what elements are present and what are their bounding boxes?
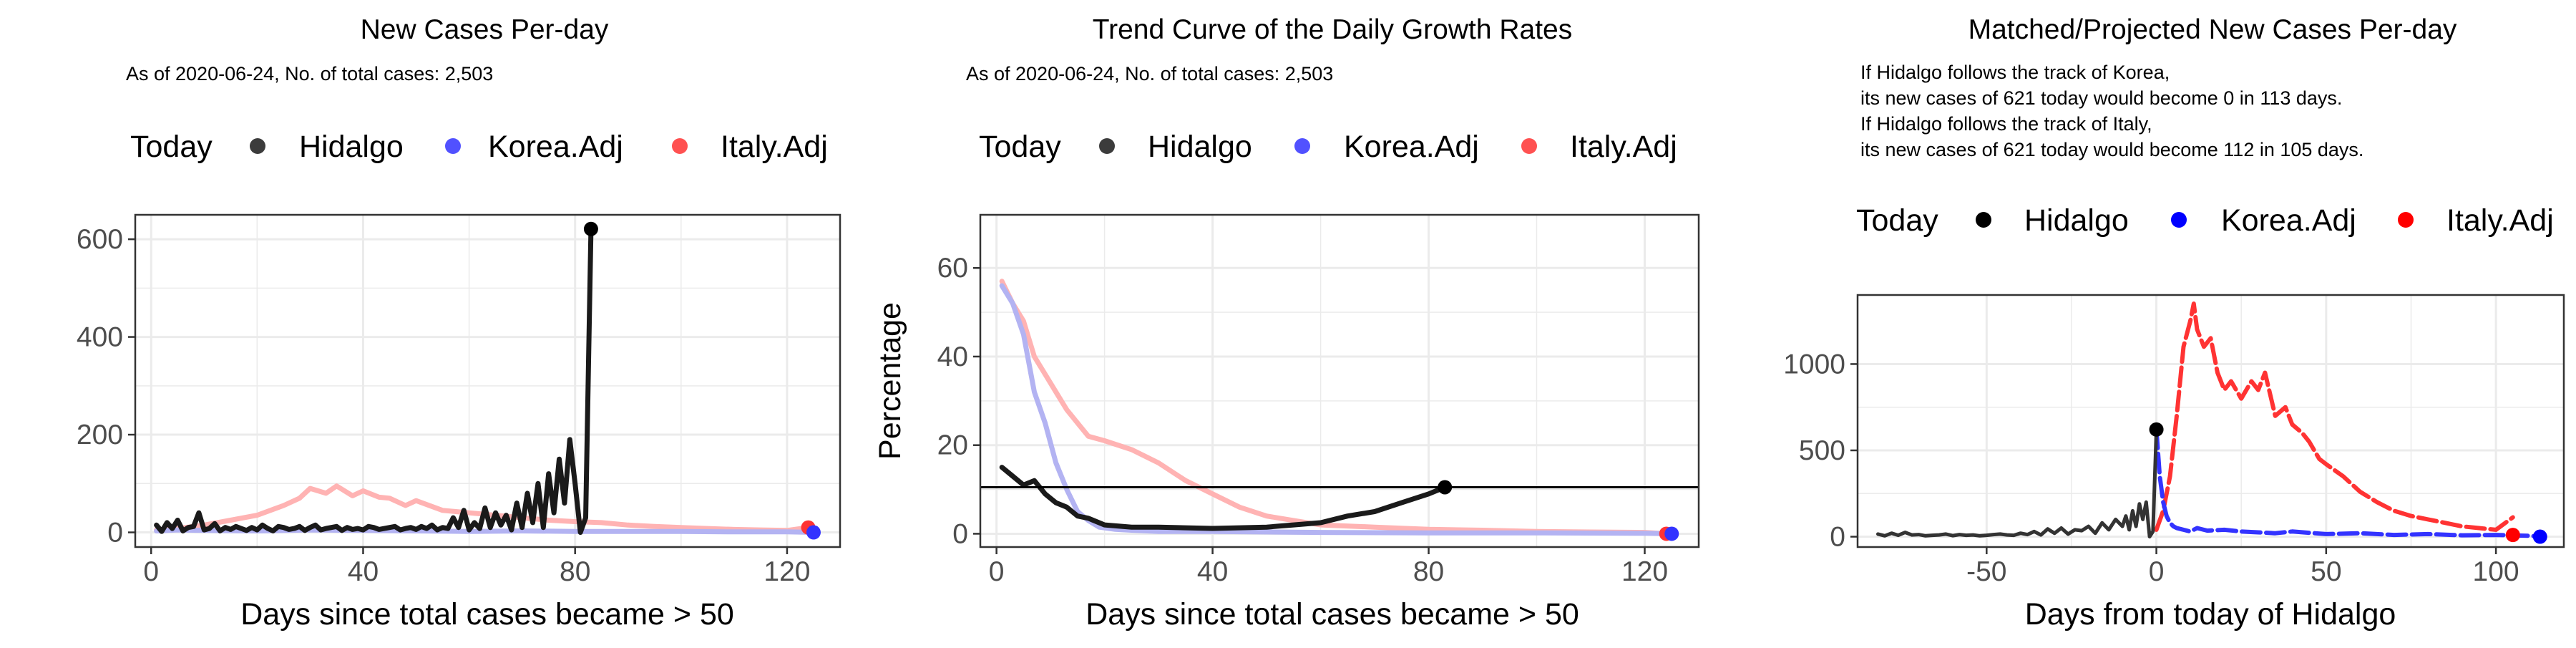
chart-subtitle-line-2: its new cases of 621 today would become … bbox=[1860, 87, 2342, 109]
chart-subtitle: As of 2020-06-24, No. of total cases: 2,… bbox=[966, 63, 1333, 84]
x-axis-label: Days from today of Hidalgo bbox=[2025, 597, 2396, 632]
legend-label-italy: Italy.Adj bbox=[1570, 130, 1677, 164]
chart-projected-cases: Matched/Projected New Cases Per-day If H… bbox=[1783, 14, 2565, 632]
x-tick-label: 80 bbox=[560, 556, 590, 587]
legend-marker-hidalgo bbox=[1976, 212, 1991, 228]
today-point-hidalgo bbox=[1438, 480, 1453, 495]
series-line-hidalgo bbox=[154, 226, 594, 535]
legend-label-korea: Korea.Adj bbox=[2221, 203, 2356, 238]
series-line-hidalgo bbox=[1876, 427, 2159, 538]
today-point-korea bbox=[1664, 526, 1679, 541]
series-line-italy bbox=[999, 279, 1669, 536]
x-axis-label: Days since total cases became > 50 bbox=[1085, 597, 1579, 632]
x-tick-label: 0 bbox=[989, 556, 1005, 587]
chart-subtitle-line-1: If Hidalgo follows the track of Korea, bbox=[1860, 62, 2170, 83]
x-axis-label: Days since total cases became > 50 bbox=[240, 597, 734, 632]
plot-panel bbox=[1856, 294, 2565, 548]
y-axis-label: Percentage bbox=[873, 302, 907, 460]
legend-marker-italy bbox=[1521, 138, 1537, 154]
x-tick-label: 100 bbox=[2473, 556, 2519, 587]
x-tick-label: 120 bbox=[763, 556, 810, 587]
legend-label-hidalgo: Hidalgo bbox=[2024, 203, 2129, 238]
legend: Today Hidalgo Korea.Adj Italy.Adj bbox=[130, 130, 828, 164]
axis-ticks: 0 40 80 120 0 200 400 600 bbox=[77, 224, 811, 587]
x-tick-label: 80 bbox=[1413, 556, 1444, 587]
chart-title: Trend Curve of the Daily Growth Rates bbox=[1093, 14, 1572, 45]
y-tick-label: 0 bbox=[1830, 522, 1845, 553]
plot-grid bbox=[1858, 295, 2564, 547]
y-tick-label: 600 bbox=[77, 224, 123, 255]
y-tick-label: 40 bbox=[937, 342, 968, 372]
y-tick-label: 0 bbox=[952, 518, 968, 549]
plot-panel bbox=[979, 213, 1700, 548]
plot-grid bbox=[980, 215, 1699, 547]
y-tick-label: 1000 bbox=[1783, 349, 1845, 379]
x-tick-label: 0 bbox=[2149, 556, 2165, 587]
y-tick-label: 500 bbox=[1799, 435, 1845, 466]
plot-panel bbox=[134, 213, 841, 548]
legend-marker-italy bbox=[2398, 212, 2414, 228]
chart-subtitle-line-3: If Hidalgo follows the track of Italy, bbox=[1860, 113, 2152, 135]
x-tick-label: 0 bbox=[143, 556, 159, 587]
legend-title: Today bbox=[1856, 203, 1938, 238]
x-tick-label: 120 bbox=[1621, 556, 1668, 587]
plot-background bbox=[1858, 295, 2564, 547]
legend-label-korea: Korea.Adj bbox=[488, 130, 623, 164]
today-point-hidalgo bbox=[583, 221, 598, 236]
x-tick-label: 50 bbox=[2311, 556, 2341, 587]
series-line-hidalgo bbox=[999, 465, 1448, 531]
chart-subtitle-line-4: its new cases of 621 today would become … bbox=[1860, 139, 2363, 160]
series-line-korea bbox=[2154, 427, 2542, 539]
legend-marker-korea bbox=[2171, 212, 2187, 228]
plot-series bbox=[980, 279, 1699, 541]
plot-series bbox=[154, 221, 821, 540]
plot-grid bbox=[135, 215, 840, 547]
y-tick-label: 0 bbox=[107, 518, 123, 548]
x-tick-label: 40 bbox=[348, 556, 379, 587]
today-point-hidalgo bbox=[2149, 422, 2164, 437]
legend-marker-italy bbox=[672, 138, 688, 154]
plot-background bbox=[135, 215, 840, 547]
legend-label-italy: Italy.Adj bbox=[2446, 203, 2554, 238]
chart-new-cases: New Cases Per-day As of 2020-06-24, No. … bbox=[77, 14, 841, 632]
chart-growth-rates: Trend Curve of the Daily Growth Rates As… bbox=[873, 14, 1700, 632]
x-tick-label: -50 bbox=[1966, 556, 2006, 587]
series-line-korea bbox=[999, 283, 1674, 536]
legend: Today Hidalgo Korea.Adj Italy.Adj bbox=[979, 130, 1677, 164]
series-line-italy bbox=[154, 483, 811, 533]
today-point-korea bbox=[2532, 529, 2547, 544]
chart-subtitle: As of 2020-06-24, No. of total cases: 2,… bbox=[126, 63, 493, 84]
y-tick-label: 200 bbox=[77, 420, 123, 450]
legend-marker-korea bbox=[1294, 138, 1310, 154]
y-tick-label: 60 bbox=[937, 253, 968, 284]
legend-label-hidalgo: Hidalgo bbox=[1148, 130, 1252, 164]
x-tick-label: 40 bbox=[1197, 556, 1228, 587]
legend-marker-korea bbox=[445, 138, 461, 154]
legend-label-hidalgo: Hidalgo bbox=[299, 130, 404, 164]
series-line-italy bbox=[2154, 301, 2515, 532]
legend-marker-hidalgo bbox=[1099, 138, 1115, 154]
legend-title: Today bbox=[130, 130, 213, 164]
today-point-korea bbox=[806, 525, 821, 540]
chart-title: Matched/Projected New Cases Per-day bbox=[1968, 14, 2457, 45]
axis-ticks: 0 40 80 120 0 20 40 60 bbox=[937, 253, 1668, 587]
plot-series bbox=[1876, 301, 2547, 544]
plot-background bbox=[980, 215, 1699, 547]
legend-title: Today bbox=[979, 130, 1061, 164]
y-tick-label: 400 bbox=[77, 322, 123, 353]
legend-marker-hidalgo bbox=[250, 138, 265, 154]
legend: Today Hidalgo Korea.Adj Italy.Adj bbox=[1856, 203, 2554, 238]
y-tick-label: 20 bbox=[937, 430, 968, 461]
legend-label-italy: Italy.Adj bbox=[721, 130, 828, 164]
chart-title: New Cases Per-day bbox=[361, 14, 609, 45]
today-point-italy bbox=[2505, 528, 2520, 543]
legend-label-korea: Korea.Adj bbox=[1344, 130, 1479, 164]
